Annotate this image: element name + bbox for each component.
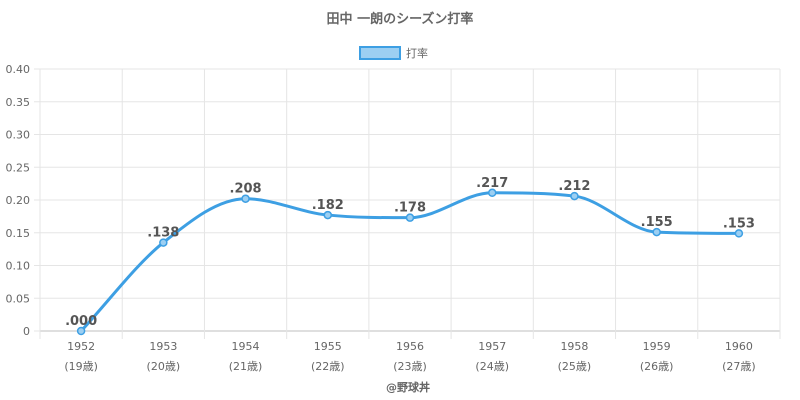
x-tick-sublabel: (27歳) — [722, 360, 756, 373]
data-point — [323, 210, 333, 220]
data-point — [570, 191, 579, 201]
legend-label: 打率 — [406, 46, 428, 60]
data-label: .138 — [147, 226, 179, 241]
y-tick-label: 0.25 — [6, 161, 31, 174]
y-tick-label: 0.10 — [6, 260, 31, 273]
data-point — [487, 188, 497, 198]
data-label: .182 — [312, 198, 344, 213]
chart-title: 田中 一朗のシーズン打率 — [327, 11, 474, 27]
x-tick-sublabel: (22歳) — [311, 360, 345, 373]
legend[interactable]: 打率 — [359, 46, 428, 60]
x-tick-sublabel: (26歳) — [640, 360, 674, 373]
x-tick-label: 1958 — [560, 340, 588, 353]
data-point — [405, 213, 415, 222]
data-label: .208 — [230, 182, 262, 197]
x-tick-sublabel: (20歳) — [147, 360, 181, 373]
data-labels: .000 .138 .208 .182 .178 .217 .212 .155 .153 — [65, 176, 755, 329]
x-tick-sublabel: (19歳) — [64, 360, 98, 373]
x-tick-label: 1953 — [149, 340, 177, 353]
legend-swatch — [359, 46, 401, 60]
data-point — [241, 194, 250, 203]
x-tick-label: 1960 — [725, 340, 753, 353]
y-tick-label: 0.15 — [6, 227, 31, 240]
x-tick-label: 1957 — [478, 340, 506, 353]
x-tick-label: 1956 — [396, 340, 424, 353]
y-tick-label: 0 — [23, 325, 30, 338]
x-tick-sublabel: (25歳) — [558, 360, 592, 373]
data-label: .000 — [65, 314, 97, 329]
data-label: .153 — [723, 216, 755, 231]
x-tick-sublabel: (23歳) — [393, 360, 427, 373]
x-tick-label: 1952 — [67, 340, 95, 353]
y-tick-label: 0.40 — [6, 63, 31, 76]
data-point — [159, 238, 168, 247]
x-tick-label: 1959 — [643, 340, 671, 353]
data-point — [76, 326, 86, 336]
data-label: .178 — [394, 201, 426, 216]
data-label: .155 — [641, 215, 673, 230]
x-tick-label: 1954 — [232, 340, 260, 353]
data-label: .212 — [558, 179, 590, 194]
data-label: .217 — [476, 176, 508, 191]
grid — [39, 68, 781, 339]
x-tick-sublabel: (24歳) — [475, 360, 509, 373]
y-tick-label: 0.35 — [6, 96, 31, 109]
y-tick-label: 0.30 — [6, 129, 31, 142]
data-point — [652, 227, 661, 237]
credit-text: @野球丼 — [386, 380, 430, 394]
series-batting-average — [76, 188, 744, 336]
x-tick-label: 1955 — [314, 340, 342, 353]
x-tick-sublabel: (21歳) — [229, 360, 263, 373]
y-tick-label: 0.05 — [6, 292, 31, 305]
data-point — [734, 229, 744, 238]
axes: 0 0.05 0.10 0.15 0.20 0.25 0.30 0.35 0.40 1952 (19… — [6, 63, 756, 373]
y-tick-label: 0.20 — [6, 194, 31, 207]
